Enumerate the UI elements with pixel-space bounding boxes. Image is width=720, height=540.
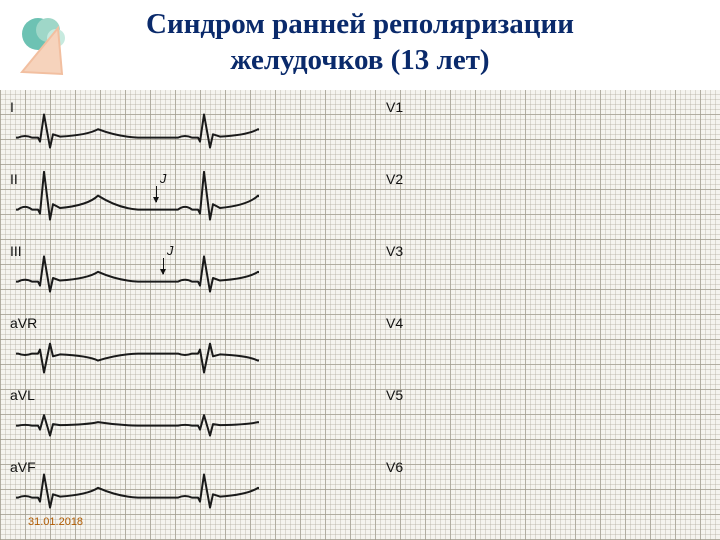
ecg-lead-V6 <box>384 464 720 508</box>
j-marker-arrow-1 <box>163 258 164 274</box>
lead-label-V1: V1 <box>386 100 403 114</box>
slide-title: Синдром ранней реполяризации желудочков … <box>0 6 720 79</box>
j-marker-arrow-0 <box>156 186 157 202</box>
ecg-lead-V5 <box>384 386 720 436</box>
ecg-lead-V2 <box>384 180 720 219</box>
ecg-lead-V3 <box>384 244 720 292</box>
ecg-figure: IIIIIIaVRaVLaVFV1V2V3V4V5V6JJ 31.01.2018 <box>0 90 720 540</box>
ecg-lead-aVF <box>8 475 618 508</box>
date-stamp: 31.01.2018 <box>28 516 83 528</box>
ecg-lead-V4 <box>384 307 720 363</box>
ecg-lead-aVR <box>8 344 618 373</box>
lead-label-III: III <box>10 244 22 258</box>
lead-label-V4: V4 <box>386 316 403 330</box>
lead-label-aVF: aVF <box>10 460 36 474</box>
lead-label-aVL: aVL <box>10 388 35 402</box>
ecg-lead-I <box>8 115 618 148</box>
lead-label-V3: V3 <box>386 244 403 258</box>
lead-label-I: I <box>10 100 14 114</box>
ecg-lead-II <box>8 172 618 220</box>
lead-label-V2: V2 <box>386 172 403 186</box>
j-marker-label-0: J <box>160 172 167 185</box>
lead-label-V6: V6 <box>386 460 403 474</box>
ecg-lead-V1 <box>384 132 720 147</box>
lead-label-II: II <box>10 172 18 186</box>
ecg-lead-III <box>8 256 618 291</box>
ecg-traces <box>0 90 720 540</box>
lead-label-V5: V5 <box>386 388 403 402</box>
ecg-lead-aVL <box>8 415 618 436</box>
slide-header: Синдром ранней реполяризации желудочков … <box>0 0 720 90</box>
slide-root: Синдром ранней реполяризации желудочков … <box>0 0 720 540</box>
lead-label-aVR: aVR <box>10 316 37 330</box>
j-marker-label-1: J <box>167 244 174 257</box>
